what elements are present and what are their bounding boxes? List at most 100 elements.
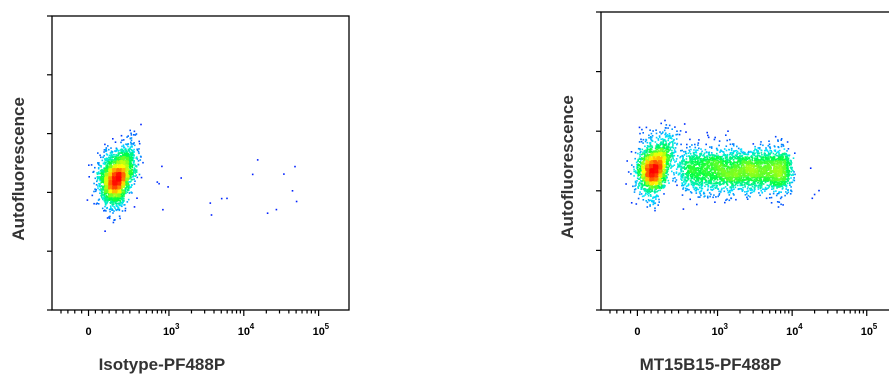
event-point xyxy=(776,181,779,184)
event-point xyxy=(765,157,767,160)
event-point xyxy=(737,188,740,190)
event-point xyxy=(110,184,113,187)
event-point xyxy=(778,152,780,154)
event-point xyxy=(119,191,121,194)
event-point xyxy=(648,192,650,195)
event-point xyxy=(106,190,109,193)
event-point xyxy=(728,149,731,151)
event-point xyxy=(107,191,109,194)
event-point xyxy=(699,174,702,177)
event-point xyxy=(700,187,703,190)
event-point xyxy=(695,192,698,194)
event-point xyxy=(693,172,696,175)
event-point xyxy=(120,168,122,170)
event-point xyxy=(787,176,789,179)
event-point xyxy=(693,176,696,179)
event-point xyxy=(134,168,136,170)
event-point xyxy=(648,199,651,202)
event-point xyxy=(697,188,700,191)
event-point xyxy=(630,173,632,175)
event-point xyxy=(116,174,119,177)
event-point xyxy=(708,181,711,183)
event-point xyxy=(126,162,129,165)
event-point xyxy=(661,143,663,145)
event-point xyxy=(656,190,658,193)
event-point xyxy=(759,187,762,190)
event-point xyxy=(677,164,680,167)
event-point xyxy=(667,139,669,142)
event-point xyxy=(135,169,138,171)
event-point xyxy=(772,187,775,190)
event-point xyxy=(769,180,772,183)
event-point xyxy=(689,153,692,155)
event-point xyxy=(682,177,684,179)
event-point xyxy=(685,185,688,187)
event-point xyxy=(667,151,669,153)
event-point xyxy=(127,156,129,159)
event-point xyxy=(751,156,754,159)
event-point xyxy=(767,145,770,147)
event-point xyxy=(723,163,726,166)
event-point xyxy=(97,152,99,154)
event-point xyxy=(98,164,101,167)
event-point xyxy=(123,191,126,194)
event-point xyxy=(730,181,733,183)
event-point xyxy=(680,167,682,170)
event-point xyxy=(675,158,678,160)
event-point xyxy=(118,209,121,212)
event-point xyxy=(697,160,699,162)
event-point xyxy=(764,159,767,161)
event-point xyxy=(128,163,131,166)
event-point xyxy=(714,184,716,187)
event-point xyxy=(127,152,129,155)
event-point xyxy=(741,183,743,185)
event-point xyxy=(112,203,115,206)
event-point xyxy=(741,157,744,159)
event-point xyxy=(667,160,669,162)
event-point xyxy=(779,184,781,186)
event-point xyxy=(754,145,756,148)
event-point xyxy=(703,154,705,156)
event-point xyxy=(683,154,686,156)
event-point xyxy=(125,162,128,165)
event-point xyxy=(701,176,704,178)
event-point xyxy=(688,167,690,169)
event-point xyxy=(739,159,741,161)
event-point xyxy=(134,163,136,166)
event-point xyxy=(123,178,125,180)
event-point xyxy=(745,182,748,185)
event-point xyxy=(167,186,169,188)
event-point xyxy=(100,156,102,159)
event-point xyxy=(706,169,708,172)
event-point xyxy=(696,183,698,186)
event-point xyxy=(694,159,696,161)
event-point xyxy=(115,205,118,207)
event-point xyxy=(96,202,98,204)
event-point xyxy=(103,171,105,174)
event-point xyxy=(133,170,135,172)
event-point xyxy=(101,191,103,194)
event-point xyxy=(687,173,689,175)
event-point xyxy=(726,183,728,185)
event-point xyxy=(129,161,131,164)
event-point xyxy=(124,163,127,165)
event-point xyxy=(117,168,120,170)
event-point xyxy=(736,181,738,184)
event-point xyxy=(637,178,640,180)
event-point xyxy=(98,163,100,166)
event-point xyxy=(131,171,134,174)
event-point xyxy=(694,182,696,184)
event-point xyxy=(766,158,768,161)
event-point xyxy=(663,181,666,184)
event-point xyxy=(682,157,684,159)
event-point xyxy=(686,155,688,158)
event-point xyxy=(119,164,121,166)
event-point xyxy=(763,188,765,191)
event-point xyxy=(731,143,734,145)
event-point xyxy=(127,145,129,148)
event-point xyxy=(127,198,130,201)
event-point xyxy=(707,182,710,185)
event-point xyxy=(127,148,130,151)
event-point xyxy=(745,153,748,156)
event-point xyxy=(712,188,715,190)
